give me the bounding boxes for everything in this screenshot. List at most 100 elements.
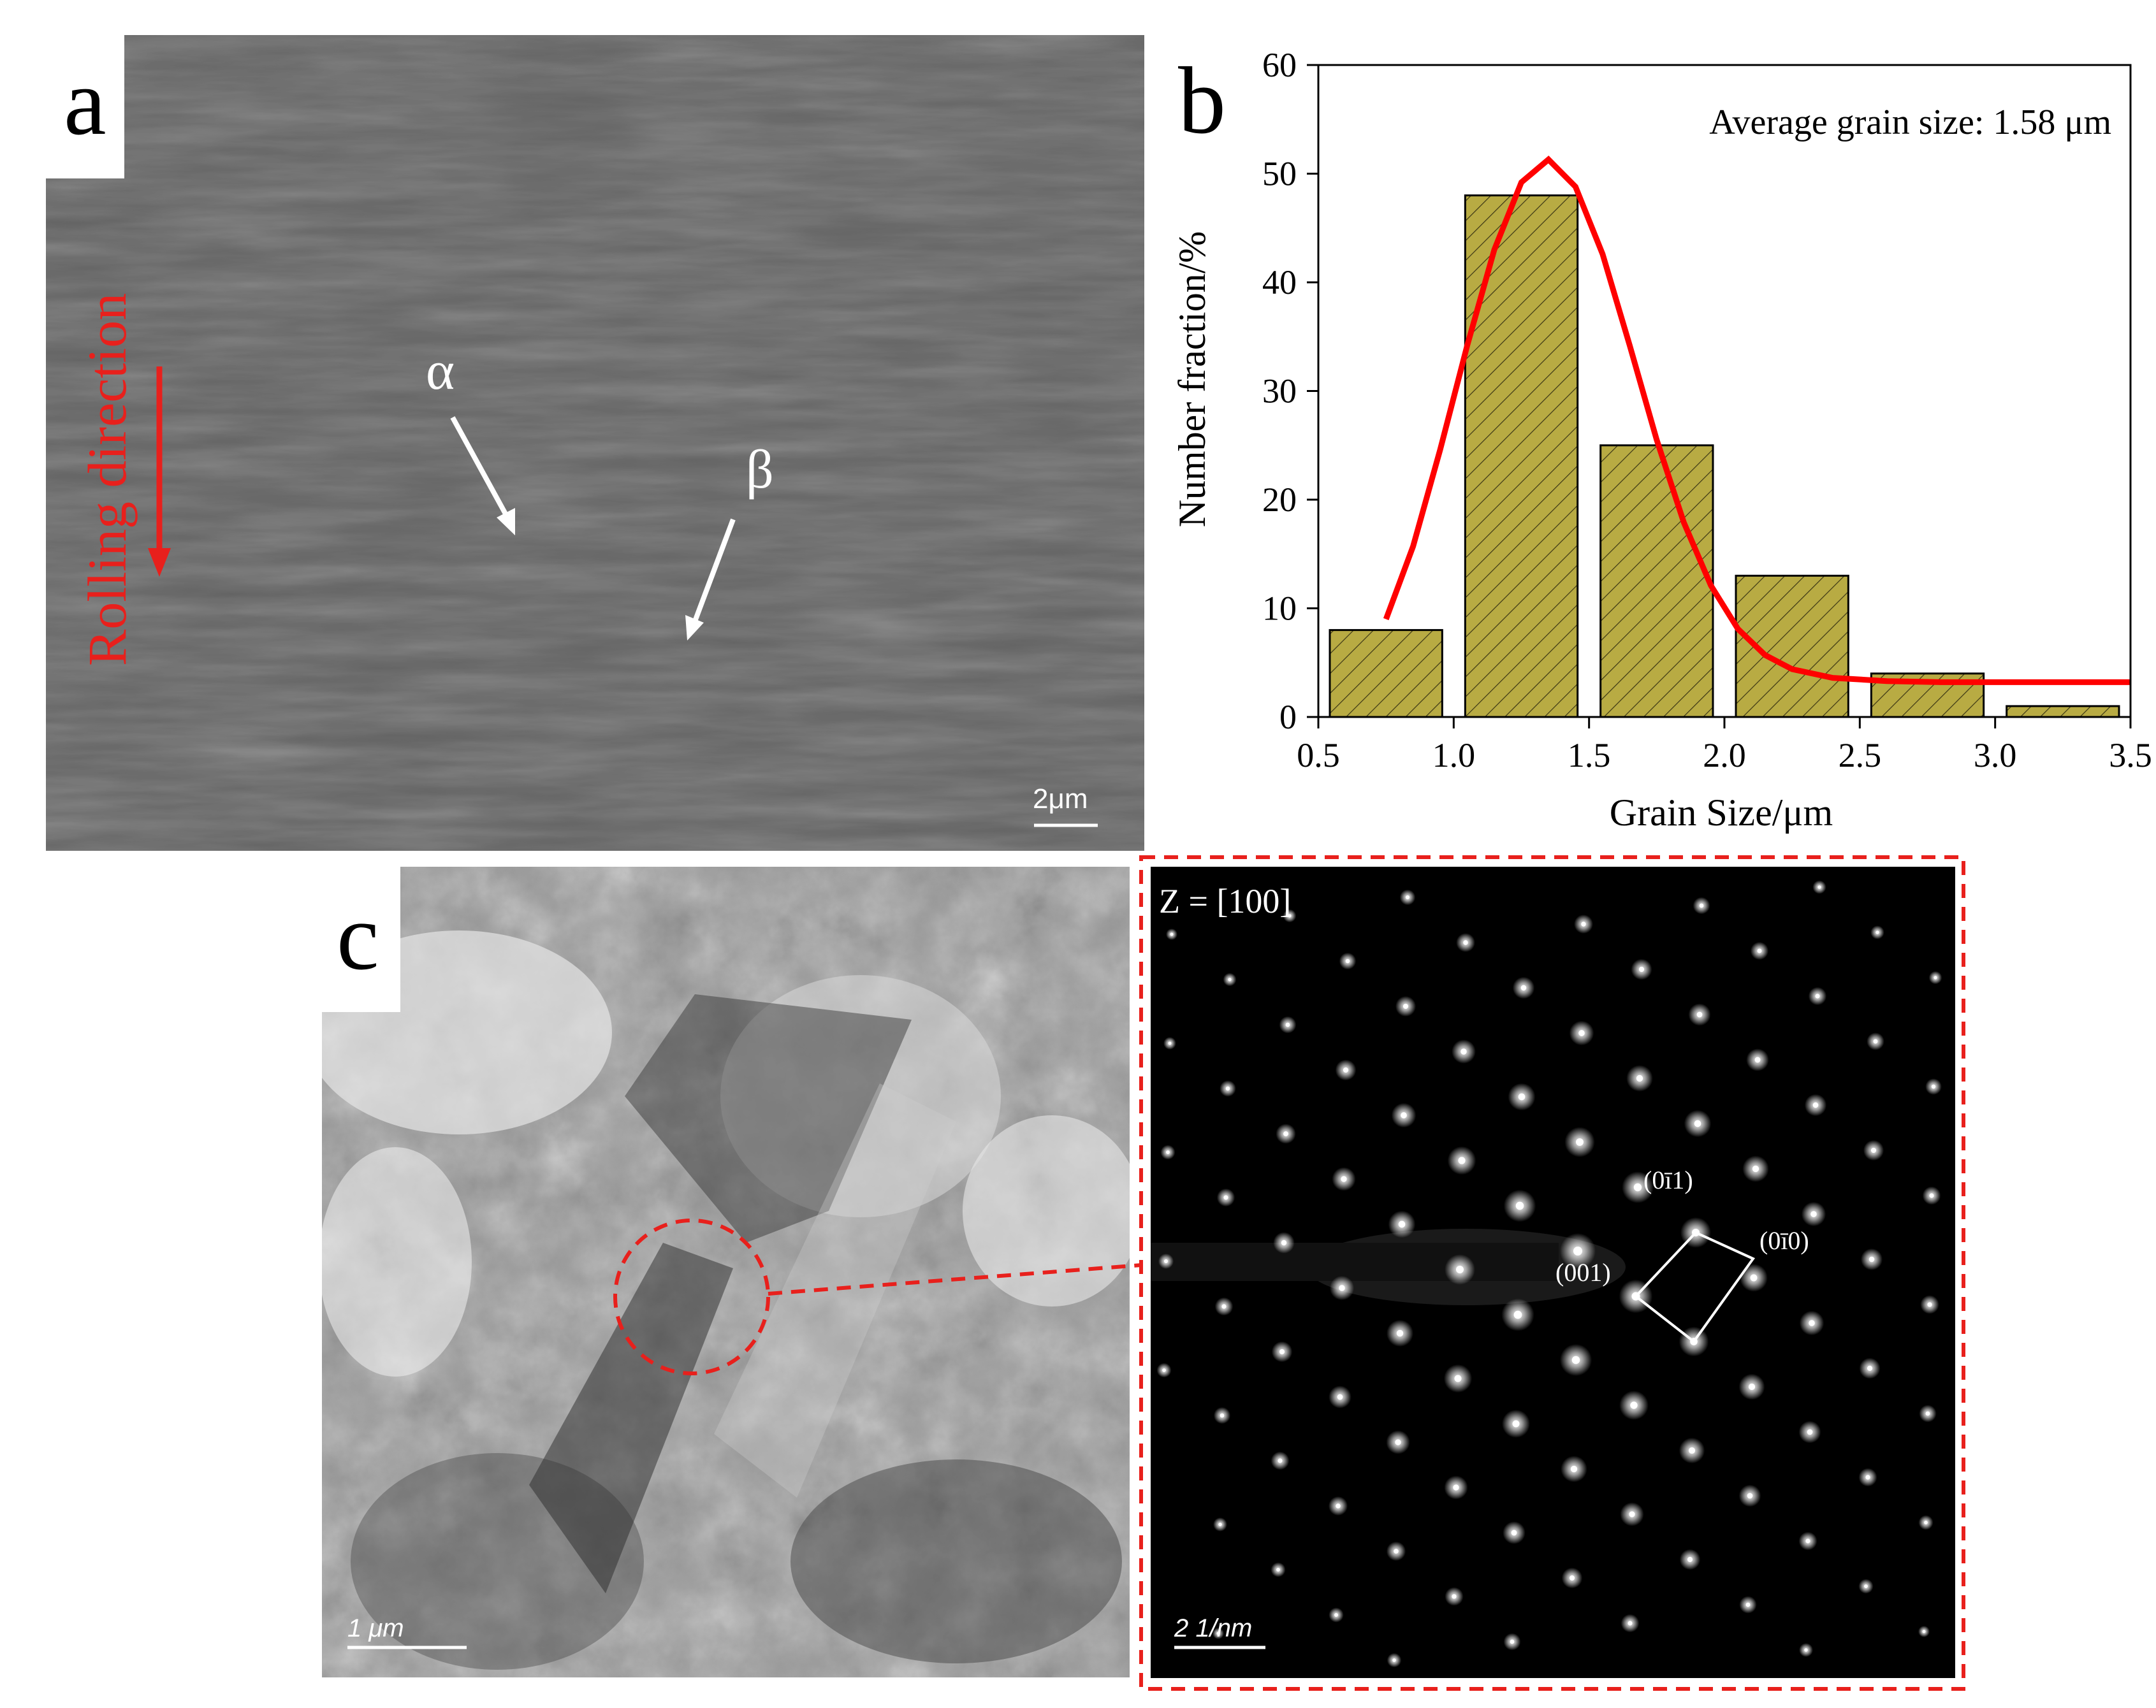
diffraction-spot-core (1929, 1193, 1934, 1198)
diffraction-spot-core (1398, 1220, 1406, 1228)
x-tick-label: 3.0 (1974, 736, 2017, 774)
diffraction-spots (1156, 880, 1942, 1668)
diffraction-spot-core (1807, 1429, 1813, 1435)
panel-c-letter: c (337, 884, 379, 990)
spot-label-0-1-1: (0ī1) (1643, 1166, 1693, 1194)
diffraction-spot-core (1341, 1176, 1347, 1182)
diffraction-spot-core (1573, 1246, 1583, 1256)
diffraction-spot-core (1817, 885, 1821, 889)
y-tick-label: 60 (1262, 46, 1297, 84)
x-axis-label: Grain Size/μm (1610, 792, 1833, 834)
diffraction-spot-core (1401, 1112, 1407, 1118)
diffraction-spot-core (1576, 1138, 1584, 1146)
panel-c-label-box (322, 867, 400, 1012)
diffraction-spot-core (1931, 1084, 1936, 1089)
diffraction-spot-core (1512, 1420, 1520, 1428)
diffraction-spot-core (1334, 1613, 1338, 1617)
diffraction-spot-core (1513, 1310, 1522, 1319)
diffraction-spot-core (1511, 1530, 1517, 1536)
diffraction-spot-core (1339, 1285, 1345, 1291)
diffraction-spot-core (1337, 1394, 1343, 1400)
diffraction-spot-core (1288, 914, 1292, 918)
diffraction-spot-core (1687, 1556, 1693, 1563)
diffraction-spot-core (1688, 1447, 1696, 1454)
diffraction-spot-core (1394, 1549, 1399, 1554)
alpha-arrowhead (497, 508, 515, 535)
diffraction-spot-core (1750, 1274, 1758, 1282)
histogram-bar-1 (1464, 194, 1579, 718)
diffraction-spot-core (1510, 1639, 1515, 1644)
diffraction-spot-core (1638, 966, 1645, 973)
diffraction-spot-core (1748, 1383, 1756, 1391)
diffraction-spot-core (1630, 1401, 1638, 1409)
diffraction-spot-core (1925, 1411, 1930, 1416)
diffraction-spot-core (1805, 1538, 1810, 1544)
x-tick-label: 1.0 (1432, 736, 1476, 774)
panel-a-label-box (46, 35, 124, 178)
diffraction-spot-core (1865, 1475, 1870, 1480)
histogram-bar-2 (1599, 444, 1714, 718)
diffraction-spot-core (1870, 1147, 1877, 1154)
beta-label: β (746, 438, 774, 500)
sem-micrograph (46, 35, 1144, 851)
gaussian-fit-curve (1383, 156, 2131, 685)
diffraction-spot-core (1581, 922, 1586, 927)
x-tick-label: 0.5 (1297, 736, 1340, 774)
diffraction-spot-core (1452, 1594, 1457, 1599)
diffraction-spot-core (1927, 1302, 1932, 1307)
diffraction-spot-core (1395, 1439, 1401, 1445)
diffraction-spot-core (1868, 1256, 1875, 1263)
diffraction-spot-core (1696, 1011, 1703, 1018)
diffraction-spot-core (1745, 1602, 1751, 1607)
diffraction-spot-core (1629, 1511, 1635, 1517)
panel-a: a Rolling direction α β 2μm (46, 35, 1144, 851)
spot-label-001: (001) (1555, 1258, 1611, 1287)
diffraction-spot-core (1815, 994, 1820, 999)
diffraction-spot-core (1216, 1632, 1220, 1635)
diffraction-spot-core (1876, 930, 1879, 934)
diffraction-spot-core (1520, 985, 1527, 991)
diffraction-spot-core (1281, 1240, 1287, 1246)
diffraction-spot-core (1694, 1120, 1701, 1127)
beam-stop (1151, 1243, 1559, 1281)
diffraction-spot-core (1757, 948, 1762, 953)
y-axis-label: Number fraction/% (1171, 231, 1213, 528)
panel-c-right-scale-text: 2 1/nm (1174, 1614, 1252, 1642)
diffraction-spot-core (1405, 895, 1410, 900)
diffraction-spot-core (1392, 1658, 1396, 1662)
diffraction-spot-core (1569, 1575, 1575, 1581)
x-axis-ticks: 0.5 1.0 1.5 2.0 2.5 3.0 3.5 (1297, 717, 2152, 774)
alpha-label: α (426, 340, 455, 401)
x-tick-label: 1.5 (1568, 736, 1611, 774)
panel-a-scale-text: 2μm (1033, 783, 1088, 814)
diffraction-spot-core (1336, 1503, 1341, 1509)
y-tick-label: 0 (1279, 698, 1297, 736)
x-tick-label: 3.5 (2109, 736, 2152, 774)
diffraction-spot-core (1463, 940, 1468, 945)
y-tick-label: 40 (1262, 263, 1297, 301)
panel-c-left-scale-text: 1 μm (347, 1614, 404, 1642)
average-grain-size-annotation: Average grain size: 1.58 μm (1709, 103, 2111, 142)
histogram-bars (1329, 194, 2120, 718)
diffraction-spot-core (1276, 1568, 1280, 1572)
y-tick-label: 20 (1262, 481, 1297, 519)
diffraction-spot-core (1283, 1131, 1288, 1136)
y-tick-label: 10 (1262, 590, 1297, 628)
diffraction-spot-core (1168, 1041, 1172, 1045)
zone-axis-label: Z = [100] (1159, 882, 1291, 920)
diffraction-spot-core (1636, 1075, 1643, 1082)
diffraction-spot-core (1278, 1458, 1283, 1463)
diffraction-spot-core (1571, 1356, 1580, 1364)
diffraction-spot-core (1924, 1521, 1928, 1524)
panel-a-letter: a (64, 49, 106, 155)
diffraction-spot-core (1922, 1630, 1926, 1633)
diffraction-spot-core (1223, 1195, 1228, 1200)
diffraction-spot-core (1812, 1102, 1819, 1108)
diffraction-spot-core (1518, 1093, 1526, 1101)
diffraction-spot-core (1809, 1320, 1815, 1326)
diffraction-spot-core (1804, 1648, 1808, 1652)
unit-cell-parallelogram (1634, 1231, 1756, 1343)
diffraction-spot-core (1873, 1039, 1878, 1044)
spot-label-0-1-0: (0ī0) (1759, 1226, 1809, 1255)
panel-b-letter: b (1178, 48, 1226, 154)
